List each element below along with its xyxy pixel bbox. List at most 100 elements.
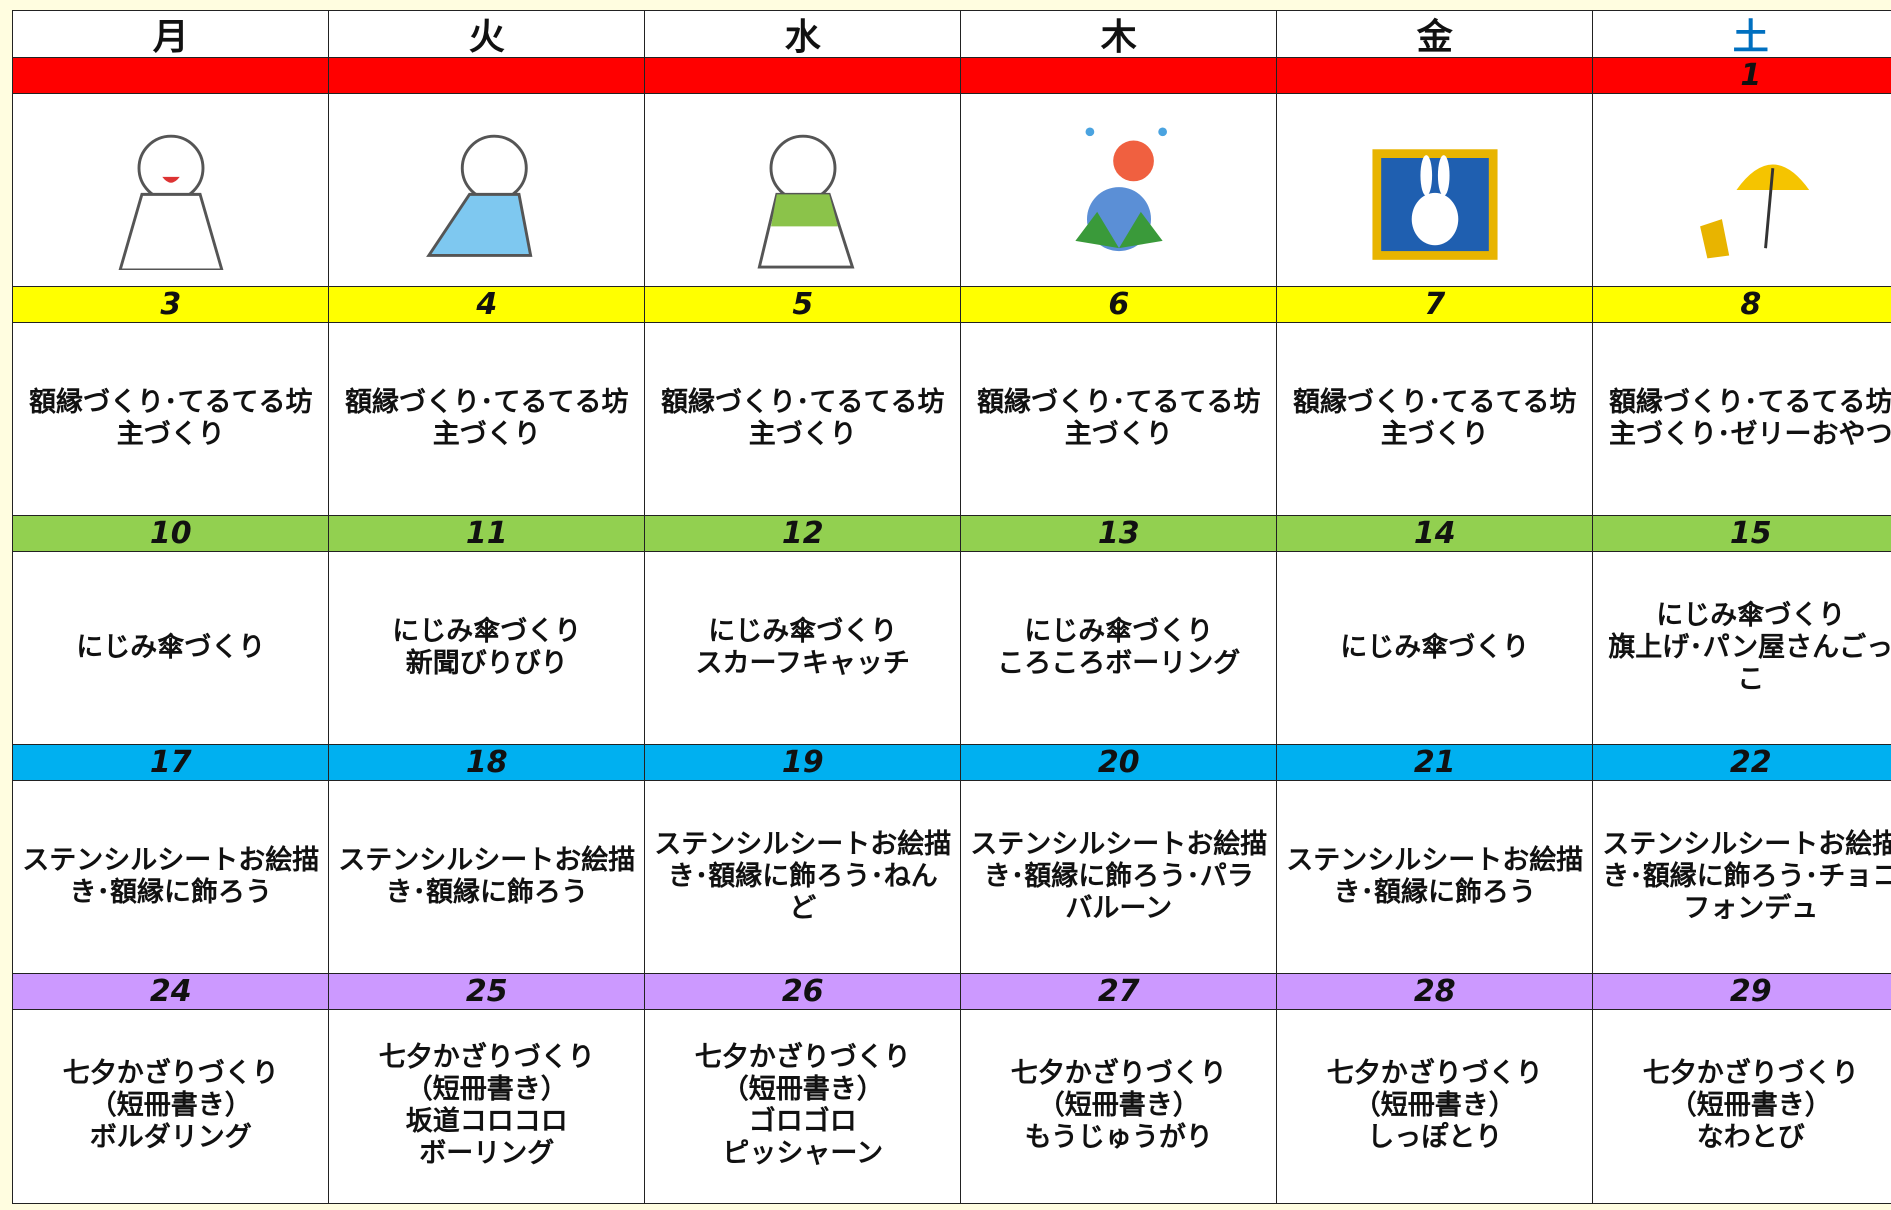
activity-line: き･額縁に飾ろう･ねん [667, 861, 938, 893]
day-header: 木 [960, 10, 1278, 59]
activity-line: ステンシルシートお絵描 [1602, 829, 1891, 861]
date-band: 11 [328, 515, 646, 553]
illustration [1372, 149, 1498, 261]
day-header: 火 [328, 10, 646, 59]
activity-cell: 額縁づくり･てるてる坊 主づくり [12, 322, 330, 517]
activity-cell: にじみ傘づくり [1276, 551, 1594, 746]
date-band: 3 [12, 286, 330, 324]
date-band: 21 [1276, 744, 1594, 782]
date-band: 24 [12, 973, 330, 1011]
date-band: 20 [960, 744, 1278, 782]
day-header: 土 [1592, 10, 1891, 59]
activity-cell: にじみ傘づくり 新聞びりびり [328, 551, 646, 746]
activity-cell: ステンシルシートお絵描 き･額縁に飾ろう [328, 780, 646, 975]
activity-line: ステンシルシートお絵描 [654, 829, 952, 861]
activity-cell: 額縁づくり･てるてる坊 主づくり [1276, 322, 1594, 517]
day-header: 月 [12, 10, 330, 59]
picture-cell [1592, 93, 1891, 288]
activity-line: 七夕かざりづくり [1010, 1058, 1227, 1090]
activity-cell: 額縁づくり･てるてる坊 主づくり [960, 322, 1278, 517]
illustration [425, 134, 533, 258]
date-band: 28 [1276, 973, 1594, 1011]
activity-line: ピッシャーン [722, 1138, 884, 1170]
activity-line: （短冊書き） [405, 1074, 568, 1106]
activity-cell: 七夕かざりづくり （短冊書き） なわとび [1592, 1009, 1891, 1204]
activity-line: き･額縁に飾ろう [1333, 877, 1537, 909]
activity-cell: にじみ傘づくり [12, 551, 330, 746]
picture-cell [12, 93, 330, 288]
activity-line: 主づくり [1064, 419, 1173, 451]
activity-line: ど [789, 893, 817, 925]
activity-line: ゴロゴロ [748, 1106, 857, 1138]
illustration [1699, 164, 1809, 259]
activity-cell: 七夕かざりづくり （短冊書き） ゴロゴロ ピッシャーン [644, 1009, 962, 1204]
date-band: 25 [328, 973, 646, 1011]
date-band [1276, 57, 1594, 95]
date-band: 22 [1592, 744, 1891, 782]
activity-line: 七夕かざりづくり [694, 1042, 911, 1074]
activity-line: バルーン [1065, 893, 1173, 925]
activity-cell: ステンシルシートお絵描 き･額縁に飾ろう･チョコ フォンデュ [1592, 780, 1891, 975]
calendar: 月火水木金土 1 3 4 5 6 7 8 額縁づくり･てるてる坊 主づくり 額縁づくり･てるてる坊主… [12, 10, 1891, 1210]
activity-line: 額縁づくり･てるてる坊 [1293, 387, 1577, 419]
date-band [960, 57, 1278, 95]
activity-line: き･額縁に飾ろう･チョコ [1602, 861, 1891, 893]
activity-line: 七夕かざりづくり [378, 1042, 595, 1074]
activity-cell: 七夕かざりづくり （短冊書き） 坂道コロコロ ボーリング [328, 1009, 646, 1204]
picture-cell [960, 93, 1278, 288]
activity-line: ステンシルシートお絵描 [970, 829, 1268, 861]
date-band: 6 [960, 286, 1278, 324]
date-band: 13 [960, 515, 1278, 553]
activity-line: 七夕かざりづくり [62, 1058, 279, 1090]
date-band [328, 57, 646, 95]
activity-cell: 額縁づくり･てるてる坊 主づくり [328, 322, 646, 517]
activity-line: スカーフキャッチ [695, 648, 910, 680]
activity-line: き･額縁に飾ろう [69, 877, 273, 909]
activity-line: 七夕かざりづくり [1642, 1058, 1859, 1090]
picture-cell [1276, 93, 1594, 288]
activity-line: （短冊書き） [1669, 1090, 1832, 1122]
activity-cell: ステンシルシートお絵描 き･額縁に飾ろう･パラ バルーン [960, 780, 1278, 975]
date-band: 14 [1276, 515, 1594, 553]
activity-line: 主づくり [432, 419, 541, 451]
activity-cell: 七夕かざりづくり （短冊書き） ボルダリング [12, 1009, 330, 1204]
activity-line: 額縁づくり･てるてる坊 [29, 387, 313, 419]
activity-line: 額縁づくり･てるてる坊 [345, 387, 629, 419]
activity-line: （短冊書き） [721, 1074, 884, 1106]
activity-cell: 額縁づくり･てるてる坊 主づくり･ゼリーおやつ [1592, 322, 1891, 517]
activity-line: 坂道コロコロ [405, 1106, 568, 1138]
activity-line: ステンシルシートお絵描 [1286, 845, 1584, 877]
activity-cell: ステンシルシートお絵描 き･額縁に飾ろう [12, 780, 330, 975]
activity-line: にじみ傘づくり [76, 632, 266, 664]
activity-line: （短冊書き） [1353, 1090, 1516, 1122]
activity-line: しっぽとり [1367, 1122, 1503, 1154]
date-band: 7 [1276, 286, 1594, 324]
picture-cell [644, 93, 962, 288]
activity-line: 主づくり･ゼリーおやつ [1609, 419, 1891, 451]
activity-line: にじみ傘づくり [1340, 632, 1530, 664]
activity-cell: にじみ傘づくり スカーフキャッチ [644, 551, 962, 746]
date-band [644, 57, 962, 95]
activity-line: （短冊書き） [1037, 1090, 1200, 1122]
activity-cell: にじみ傘づくり 旗上げ･パン屋さんごっこ [1592, 551, 1891, 746]
activity-line: 額縁づくり･てるてる坊 [977, 387, 1261, 419]
activity-cell: 七夕かざりづくり （短冊書き） しっぽとり [1276, 1009, 1594, 1204]
day-header: 水 [644, 10, 962, 59]
date-band: 27 [960, 973, 1278, 1011]
date-band: 10 [12, 515, 330, 553]
activity-line: なわとび [1696, 1122, 1805, 1154]
activity-line: 旗上げ･パン屋さんごっ [1608, 632, 1891, 664]
date-band: 15 [1592, 515, 1891, 553]
activity-line: ころころボーリング [997, 648, 1241, 680]
activity-line: 主づくり [116, 419, 225, 451]
date-band: 18 [328, 744, 646, 782]
activity-line: もうじゅうがり [1024, 1122, 1213, 1154]
date-band: 12 [644, 515, 962, 553]
activity-line: ステンシルシートお絵描 [22, 845, 320, 877]
activity-cell: にじみ傘づくり ころころボーリング [960, 551, 1278, 746]
activity-line: ステンシルシートお絵描 [338, 845, 636, 877]
activity-line: にじみ傘づくり [392, 616, 582, 648]
illustration [1075, 127, 1167, 252]
activity-line: 主づくり [1380, 419, 1489, 451]
